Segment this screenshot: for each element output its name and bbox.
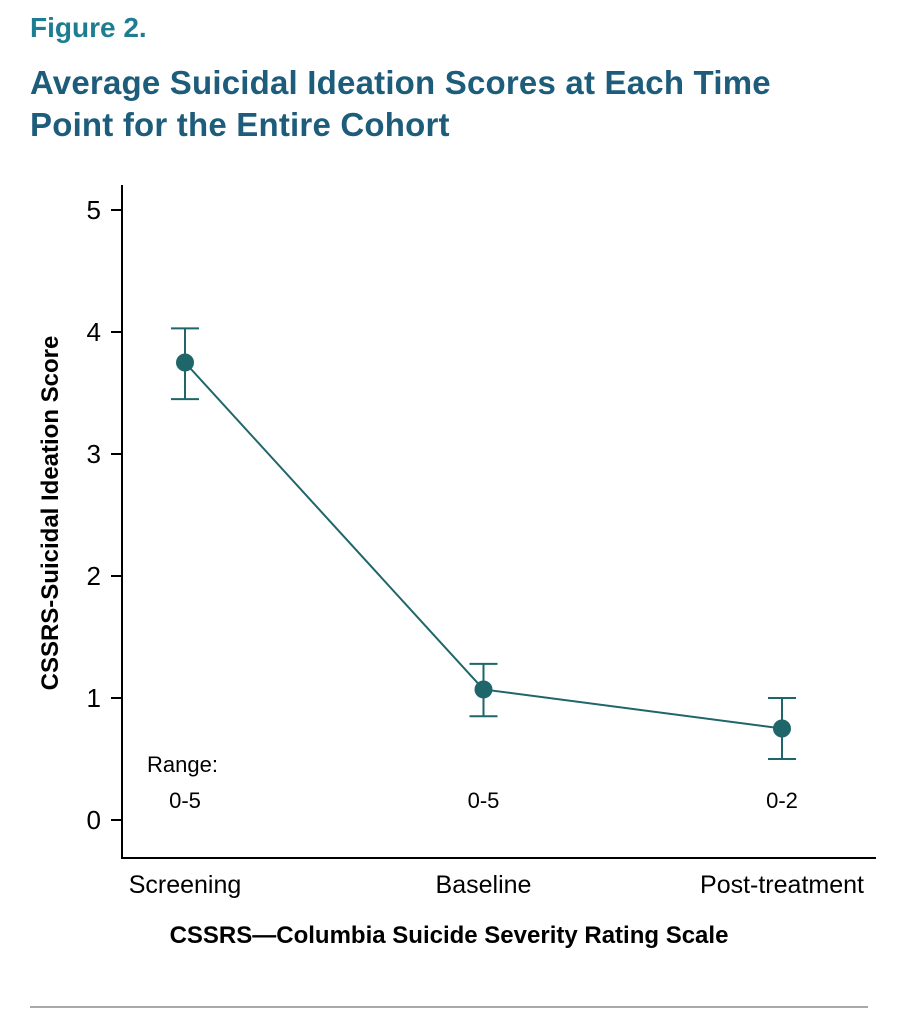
category-label: Screening <box>129 871 242 899</box>
y-tick-label: 4 <box>87 317 101 347</box>
range-annotation-label: Range: <box>147 752 218 777</box>
data-point <box>474 680 493 699</box>
y-tick-label: 3 <box>87 439 101 469</box>
range-annotation: 0-2 <box>766 788 798 813</box>
category-label: Baseline <box>436 871 532 899</box>
y-tick-label: 5 <box>87 195 101 225</box>
x-axis-caption: CSSRS—Columbia Suicide Severity Rating S… <box>169 922 729 949</box>
range-annotation: 0-5 <box>169 788 201 813</box>
category-label: Post-treatment <box>700 871 864 899</box>
data-point <box>176 353 194 372</box>
chart-svg: 0 1 2 3 4 5 Range: 0-5 0-5 0-2 Screening Baseline Po… <box>37 185 876 899</box>
range-annotation: 0-5 <box>468 788 500 813</box>
y-tick-label: 1 <box>87 683 101 713</box>
figure-label: Figure 2. <box>30 12 147 43</box>
y-tick-label: 2 <box>87 561 101 591</box>
y-axis-label: CSSRS-Suicidal Ideation Score <box>37 336 64 691</box>
data-point <box>773 719 791 738</box>
figure-title: Average Suicidal Ideation Scores at Each… <box>30 64 771 144</box>
bottom-divider <box>30 1006 868 1008</box>
y-tick-label: 0 <box>87 805 101 835</box>
